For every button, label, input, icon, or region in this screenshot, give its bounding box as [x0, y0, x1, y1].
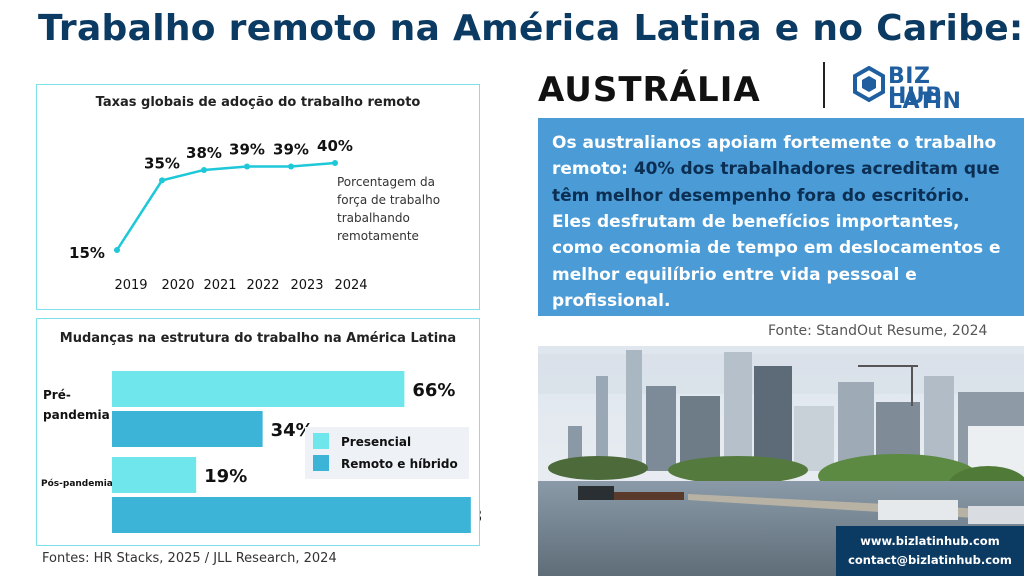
website-link[interactable]: www.bizlatinhub.com: [860, 534, 1000, 548]
summary-text-part1: Os australianos apoiam fortemente o trab…: [552, 133, 997, 180]
logo-text-line2: HUB: [888, 84, 943, 109]
adoption-value-label: 38%: [186, 144, 222, 162]
chart-sources: Fontes: HR Stacks, 2025 / JLL Research, …: [42, 551, 337, 566]
adoption-point-2024: [332, 160, 338, 166]
legend-swatch-remoto: [313, 455, 329, 471]
bar-value-label: 34%: [271, 420, 314, 441]
work-structure-bar-chart: Pré-pandemia Pós-pandemia 66% 34% 19% 81% Pres…: [41, 371, 481, 533]
adoption-point-2022: [244, 163, 250, 170]
country-heading: AUSTRÁLIA: [538, 70, 761, 110]
bar-pre-remoto: [112, 411, 263, 447]
legend-label: Presencial: [341, 435, 411, 449]
bar-pos-remoto: [112, 497, 471, 533]
category-label-pre-pandemia-1: Pré-: [43, 388, 71, 402]
remote-adoption-line-chart: 15% 2019 35% 2020 38% 2021 39% 2022 39% 2023 40% 20…: [69, 137, 440, 293]
adoption-value-label: 39%: [229, 140, 265, 158]
adoption-point-2021: [201, 166, 207, 173]
category-label-pre-pandemia-2: pandemia: [43, 408, 110, 422]
logo-text-line1: BIZ LATIN: [888, 64, 962, 114]
adoption-point-2023: [288, 163, 294, 170]
bizlatinhub-logo: BIZ LATIN HUB: [852, 64, 992, 114]
adoption-note-line: trabalhando: [337, 211, 410, 225]
page-title: Trabalho remoto na América Latina e no C…: [38, 8, 1024, 49]
work-structure-chart-title: Mudanças na estrutura do trabalho na Amé…: [59, 331, 457, 346]
logo-icon: [853, 66, 885, 103]
adoption-note-line: Porcentagem da: [337, 175, 435, 189]
adoption-note-line: remotamente: [337, 229, 419, 243]
remote-adoption-chart-title: Taxas globais de adoção do trabalho remo…: [95, 95, 421, 110]
adoption-x-tick-2021: 2021: [203, 278, 236, 293]
email-link[interactable]: contact@bizlatinhub.com: [848, 553, 1012, 567]
adoption-value-label: 15%: [69, 244, 105, 262]
bar-value-label: 66%: [412, 380, 455, 401]
adoption-value-label: 35%: [144, 154, 180, 172]
legend-label: Remoto e híbrido: [341, 457, 458, 471]
adoption-x-tick-2024: 2024: [334, 278, 367, 293]
summary-text-part2: Eles desfrutam de benefícios importantes…: [552, 212, 1001, 312]
adoption-x-tick-2020: 2020: [161, 278, 194, 293]
adoption-x-tick-2023: 2023: [290, 278, 323, 293]
bar-value-label: 81%: [479, 506, 481, 527]
summary-highlight: 40% dos trabalhadores acreditam que têm …: [552, 159, 1000, 206]
work-structure-chart-panel: Mudanças na estrutura do trabalho na Amé…: [36, 318, 481, 546]
adoption-point-2019: [114, 247, 120, 253]
adoption-value-label: 40%: [317, 137, 353, 155]
contact-box: www.bizlatinhub.com contact@bizlatinhub.…: [836, 526, 1024, 576]
australia-summary-box: Os australianos apoiam fortemente o trab…: [538, 118, 1024, 316]
adoption-line: [115, 161, 336, 251]
brisbane-city-photo: www.bizlatinhub.com contact@bizlatinhub.…: [538, 346, 1024, 576]
summary-source: Fonte: StandOut Resume, 2024: [768, 323, 988, 339]
legend-swatch-presencial: [313, 433, 329, 449]
bar-pre-presencial: [112, 371, 405, 407]
header-divider: [823, 62, 825, 108]
adoption-x-tick-2019: 2019: [114, 278, 147, 293]
adoption-point-2020: [159, 177, 165, 184]
remote-adoption-chart-panel: Taxas globais de adoção do trabalho remo…: [36, 84, 480, 310]
adoption-value-label: 39%: [273, 140, 309, 158]
bar-value-label: 19%: [204, 466, 247, 487]
adoption-note-line: força de trabalho: [337, 193, 440, 207]
category-label-pos-pandemia: Pós-pandemia: [41, 478, 113, 489]
adoption-x-tick-2022: 2022: [246, 278, 279, 293]
bar-pos-presencial: [112, 457, 197, 493]
legend-box: [305, 427, 469, 479]
